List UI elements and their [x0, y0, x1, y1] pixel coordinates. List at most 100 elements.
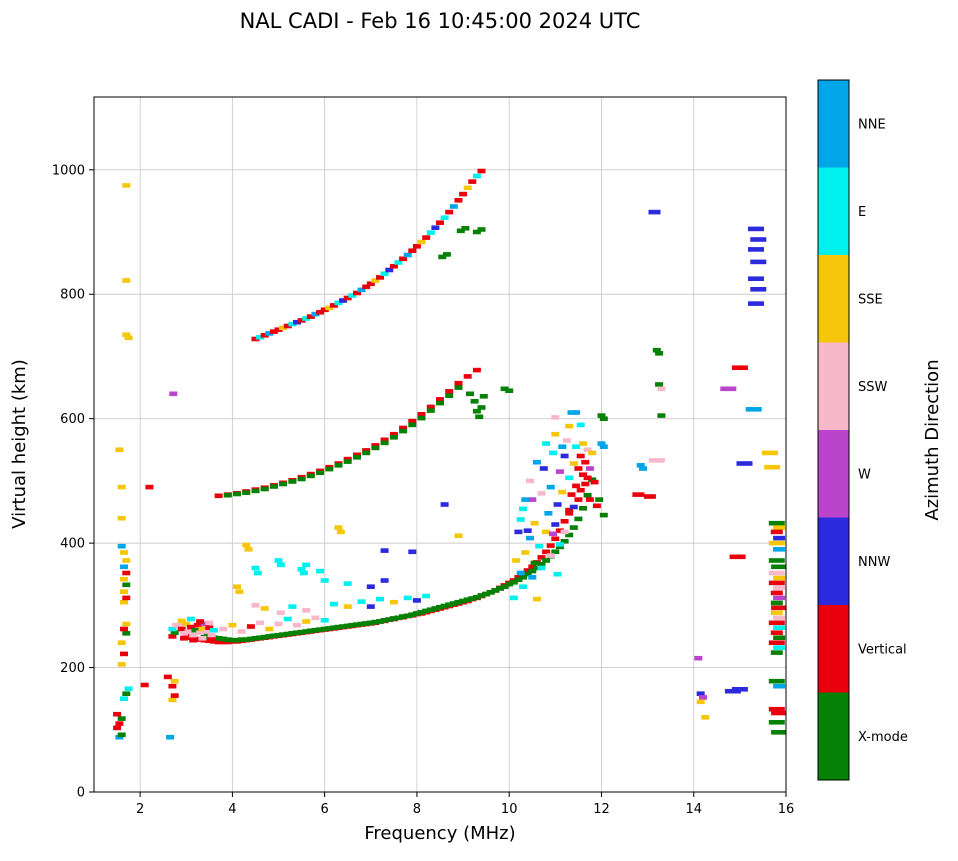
colorbar-segment-sse [818, 255, 849, 343]
data-point [505, 581, 514, 587]
data-point [113, 725, 122, 731]
data-point [343, 459, 352, 464]
data-point [380, 618, 389, 623]
data-point [445, 209, 454, 215]
data-point [168, 634, 177, 639]
data-point [528, 568, 537, 574]
y-axis-label: Virtual height (km) [9, 359, 30, 529]
data-point [574, 516, 583, 522]
data-point [521, 497, 530, 502]
data-point [223, 492, 232, 498]
data-point [297, 629, 306, 635]
data-point [336, 529, 345, 535]
data-point [168, 626, 177, 632]
data-point [720, 386, 737, 392]
data-point [426, 230, 435, 235]
data-point [583, 475, 592, 481]
data-point [122, 631, 131, 636]
data-point [748, 276, 764, 281]
data-point [175, 622, 184, 628]
data-point [773, 615, 786, 621]
data-point [436, 400, 444, 406]
y-tick-label: 400 [60, 537, 85, 552]
data-point [768, 620, 785, 626]
data-point [120, 599, 128, 605]
data-point [371, 443, 380, 448]
data-point [560, 453, 569, 459]
data-point [113, 711, 122, 717]
data-point [366, 281, 375, 286]
data-point [574, 466, 583, 471]
data-point [168, 683, 177, 689]
colorbar-category-label: SSW [858, 380, 888, 395]
data-point [251, 488, 260, 494]
data-point [233, 637, 241, 643]
data-point [748, 226, 764, 232]
data-point [260, 606, 269, 611]
data-point [523, 571, 532, 577]
data-point [274, 632, 283, 638]
data-point [701, 715, 710, 720]
data-point [205, 620, 214, 626]
data-point [311, 311, 320, 317]
data-point [440, 603, 449, 609]
data-point [237, 629, 246, 634]
data-point [526, 535, 534, 541]
data-point [297, 567, 306, 572]
data-point [565, 475, 574, 481]
data-point [546, 543, 555, 548]
data-point [329, 601, 338, 607]
data-point [537, 555, 546, 560]
data-point [320, 618, 329, 623]
data-point [472, 595, 481, 600]
data-point [269, 484, 278, 489]
colorbar-segment-nne [818, 80, 849, 168]
data-point [519, 575, 527, 580]
data-point [353, 290, 361, 296]
data-point [170, 693, 179, 698]
data-point [242, 490, 251, 495]
data-point [579, 441, 587, 446]
data-point [269, 633, 278, 639]
data-point [209, 627, 218, 633]
data-point [357, 287, 366, 293]
colorbar-category-label: NNW [858, 555, 890, 570]
data-point [696, 699, 705, 705]
data-point [325, 626, 334, 631]
data-point [124, 686, 133, 691]
colorbar-category-label: E [858, 205, 866, 220]
data-point [163, 674, 172, 680]
data-point [362, 450, 371, 456]
data-point [585, 466, 594, 471]
data-point [436, 220, 444, 225]
data-point [302, 562, 311, 568]
data-point [475, 414, 484, 420]
data-point [516, 517, 525, 522]
data-point [771, 710, 786, 716]
data-point [549, 531, 557, 537]
data-point [408, 612, 417, 617]
data-point [251, 603, 260, 608]
data-point [560, 539, 569, 544]
data-point [320, 578, 329, 583]
data-point [551, 549, 560, 555]
data-point [403, 252, 412, 258]
x-tick-label: 8 [413, 802, 421, 817]
colorbar-category-label: W [858, 467, 871, 482]
data-point [343, 456, 352, 462]
data-point [549, 450, 557, 456]
data-point [530, 560, 539, 566]
colorbar-segment-vertical [818, 605, 849, 693]
data-point [546, 553, 555, 558]
colorbar-segment-e [818, 167, 849, 256]
data-point [253, 570, 262, 576]
data-point [274, 558, 283, 563]
data-point [117, 484, 126, 490]
data-point [579, 472, 587, 477]
data-point [472, 173, 481, 179]
data-point [569, 504, 578, 510]
data-point [773, 635, 786, 640]
data-point [558, 489, 567, 495]
data-point [186, 616, 195, 622]
data-point [214, 493, 223, 499]
